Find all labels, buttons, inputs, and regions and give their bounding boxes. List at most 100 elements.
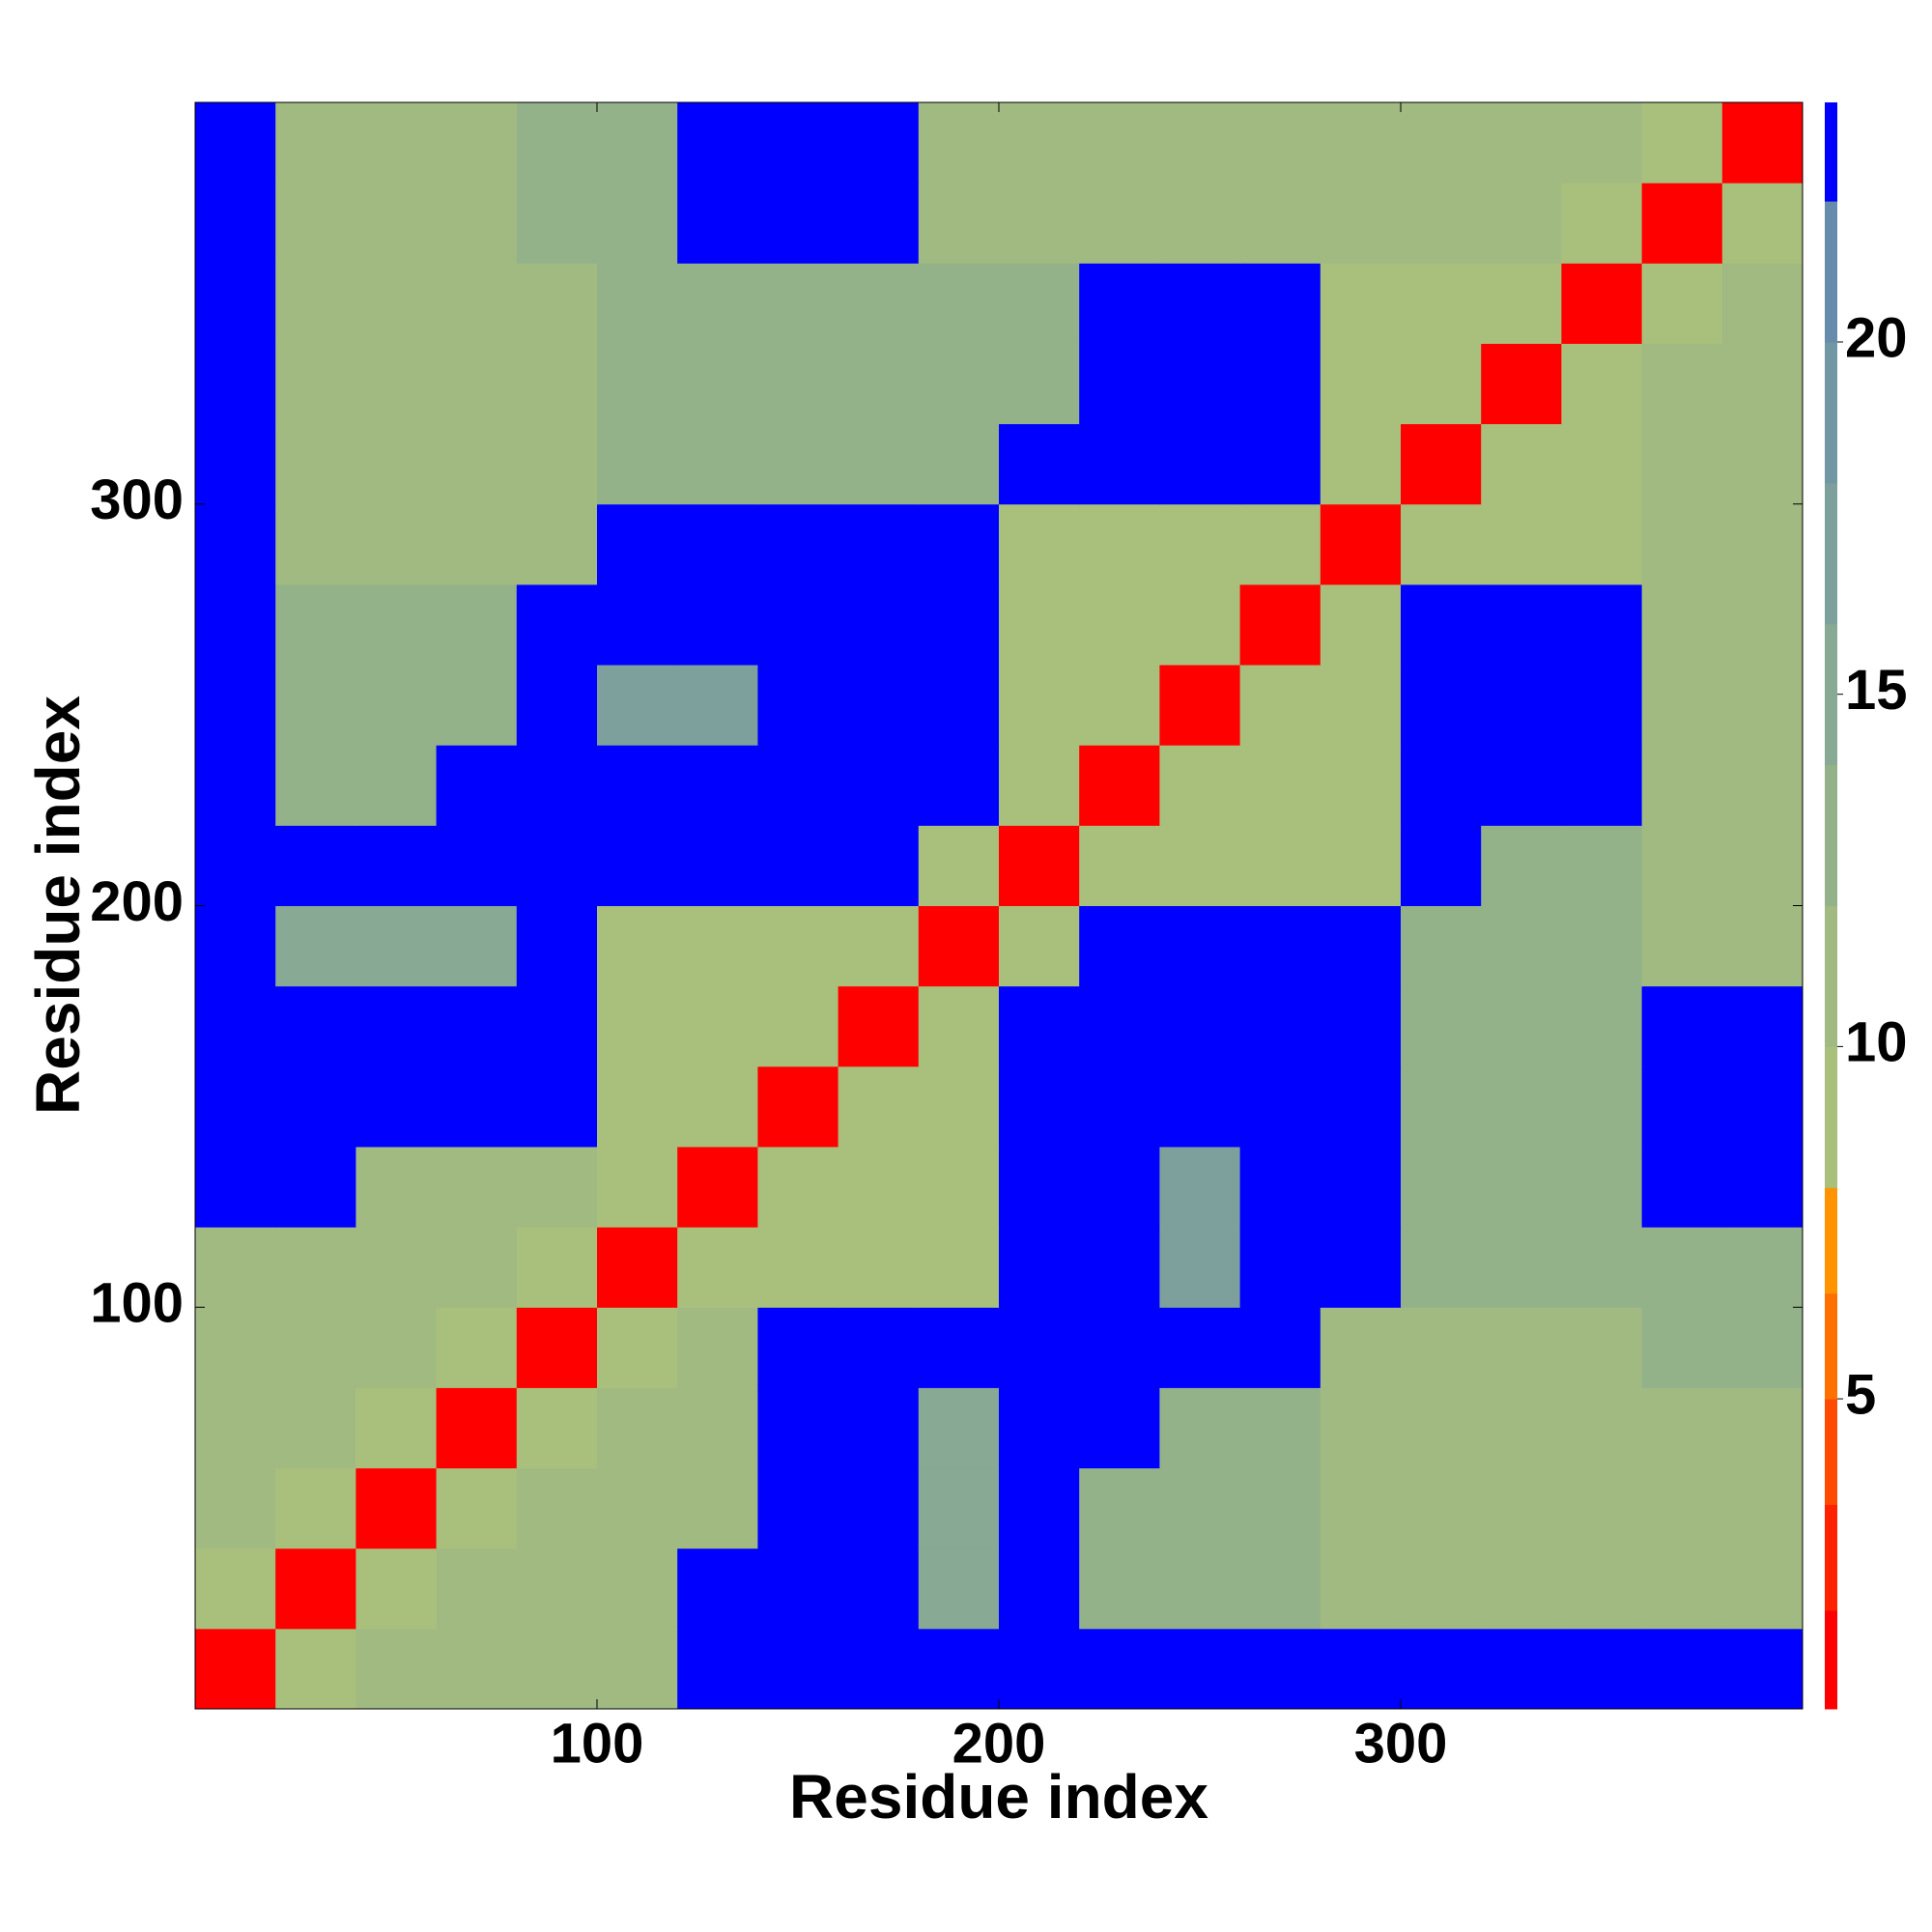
heatmap-cell — [516, 263, 598, 344]
heatmap-cell — [1481, 1467, 1562, 1549]
heatmap-cell — [597, 665, 678, 746]
heatmap-cell — [838, 1548, 920, 1630]
heatmap-cell — [436, 1467, 518, 1549]
heatmap-cell — [999, 985, 1080, 1067]
colorbar-segment — [1825, 1046, 1837, 1188]
heatmap-cell — [1239, 905, 1321, 987]
heatmap-cell — [1401, 745, 1482, 826]
heatmap-cell — [999, 423, 1080, 505]
heatmap-cell — [757, 1628, 839, 1710]
heatmap-cell — [436, 1065, 518, 1148]
heatmap-cell — [999, 1307, 1080, 1388]
heatmap-cell — [757, 423, 839, 505]
heatmap-cell — [597, 343, 678, 425]
heatmap-cell — [1320, 263, 1402, 344]
heatmap-cell — [1641, 1387, 1723, 1469]
heatmap-cell — [677, 1628, 758, 1710]
y-tick-label: 300 — [90, 469, 184, 531]
colorbar-segment — [1825, 1399, 1837, 1505]
heatmap-cell — [275, 263, 356, 344]
heatmap-cell — [436, 1548, 518, 1630]
heatmap-cell — [1401, 1307, 1482, 1388]
heatmap-cell — [757, 183, 839, 264]
heatmap-cell — [1159, 1146, 1241, 1228]
heatmap-cell — [1641, 583, 1723, 666]
heatmap-cell — [597, 1146, 678, 1228]
heatmap-cell — [1481, 665, 1562, 746]
heatmap-cell — [677, 1065, 758, 1148]
heatmap-cell — [1159, 745, 1241, 826]
heatmap-cell — [436, 1628, 518, 1710]
heatmap-cell — [1481, 1548, 1562, 1630]
heatmap-cell — [1079, 102, 1160, 184]
heatmap-cell — [1721, 665, 1804, 746]
heatmap-cell — [838, 503, 920, 585]
heatmap-cell — [1641, 825, 1723, 906]
heatmap-cell — [275, 102, 356, 184]
heatmap-cell — [516, 1307, 598, 1388]
heatmap-cell — [1721, 745, 1804, 826]
colorbar-segment — [1825, 1504, 1837, 1611]
x-tick-label: 300 — [1354, 1712, 1448, 1775]
heatmap-cell — [838, 1307, 920, 1388]
heatmap-cell — [436, 665, 518, 746]
heatmap-cell — [1641, 1467, 1723, 1549]
heatmap-cell — [597, 745, 678, 826]
heatmap-cell — [757, 985, 839, 1067]
heatmap-cell — [1401, 102, 1482, 184]
heatmap-cell — [1481, 825, 1562, 906]
heatmap-cell — [1641, 1227, 1723, 1308]
heatmap-cell — [838, 1065, 920, 1148]
heatmap-cell — [918, 503, 1000, 585]
heatmap-cell — [597, 1227, 678, 1308]
colorbar-segment — [1825, 623, 1837, 766]
heatmap-cell — [597, 985, 678, 1067]
heatmap-cell — [1401, 1387, 1482, 1469]
heatmap-cell — [597, 1467, 678, 1549]
heatmap-cell — [1320, 1467, 1402, 1549]
heatmap-cell — [1721, 825, 1804, 906]
heatmap-cell — [838, 745, 920, 826]
heatmap-cell — [918, 583, 1000, 666]
heatmap-cell — [1561, 183, 1643, 264]
heatmap-cell — [355, 825, 438, 906]
heatmap-cell — [516, 1387, 598, 1469]
heatmap-cell — [1641, 343, 1723, 425]
heatmap-cell — [999, 1548, 1080, 1630]
heatmap-cell — [1721, 1146, 1804, 1228]
heatmap-cell — [436, 503, 518, 585]
heatmap-cell — [677, 985, 758, 1067]
heatmap-cell — [1641, 665, 1723, 746]
heatmap-cell — [1239, 1065, 1321, 1148]
heatmap-cell — [1079, 1387, 1160, 1469]
heatmap-cell — [1320, 583, 1402, 666]
heatmap-cell — [355, 423, 438, 505]
heatmap-cell — [918, 1146, 1000, 1228]
colorbar-segment — [1825, 1187, 1837, 1294]
heatmap-cell — [838, 905, 920, 987]
heatmap-cell — [1401, 1227, 1482, 1308]
colorbar-segment — [1825, 341, 1837, 484]
colorbar-tick-label: 20 — [1845, 306, 1908, 369]
heatmap-cell — [275, 1548, 356, 1630]
heatmap-cell — [436, 1387, 518, 1469]
heatmap-cell — [597, 905, 678, 987]
heatmap-cell — [275, 1467, 356, 1549]
heatmap-cell — [838, 1146, 920, 1228]
heatmap-cell — [1239, 1548, 1321, 1630]
heatmap-cell — [1641, 1065, 1723, 1148]
heatmap-cell — [195, 1548, 276, 1630]
heatmap-cell — [838, 985, 920, 1067]
heatmap-cell — [1159, 343, 1241, 425]
heatmap-cell — [677, 1307, 758, 1388]
heatmap-cell — [516, 102, 598, 184]
heatmap-cell — [275, 745, 356, 826]
heatmap-cell — [1320, 423, 1402, 505]
heatmap-cell — [1079, 1227, 1160, 1308]
heatmap-cell — [918, 1227, 1000, 1308]
heatmap-cell — [1561, 1467, 1643, 1549]
heatmap-cell — [1561, 1548, 1643, 1630]
heatmap-cell — [1079, 985, 1160, 1067]
heatmap-cell — [1159, 1548, 1241, 1630]
heatmap-cell — [516, 1146, 598, 1228]
